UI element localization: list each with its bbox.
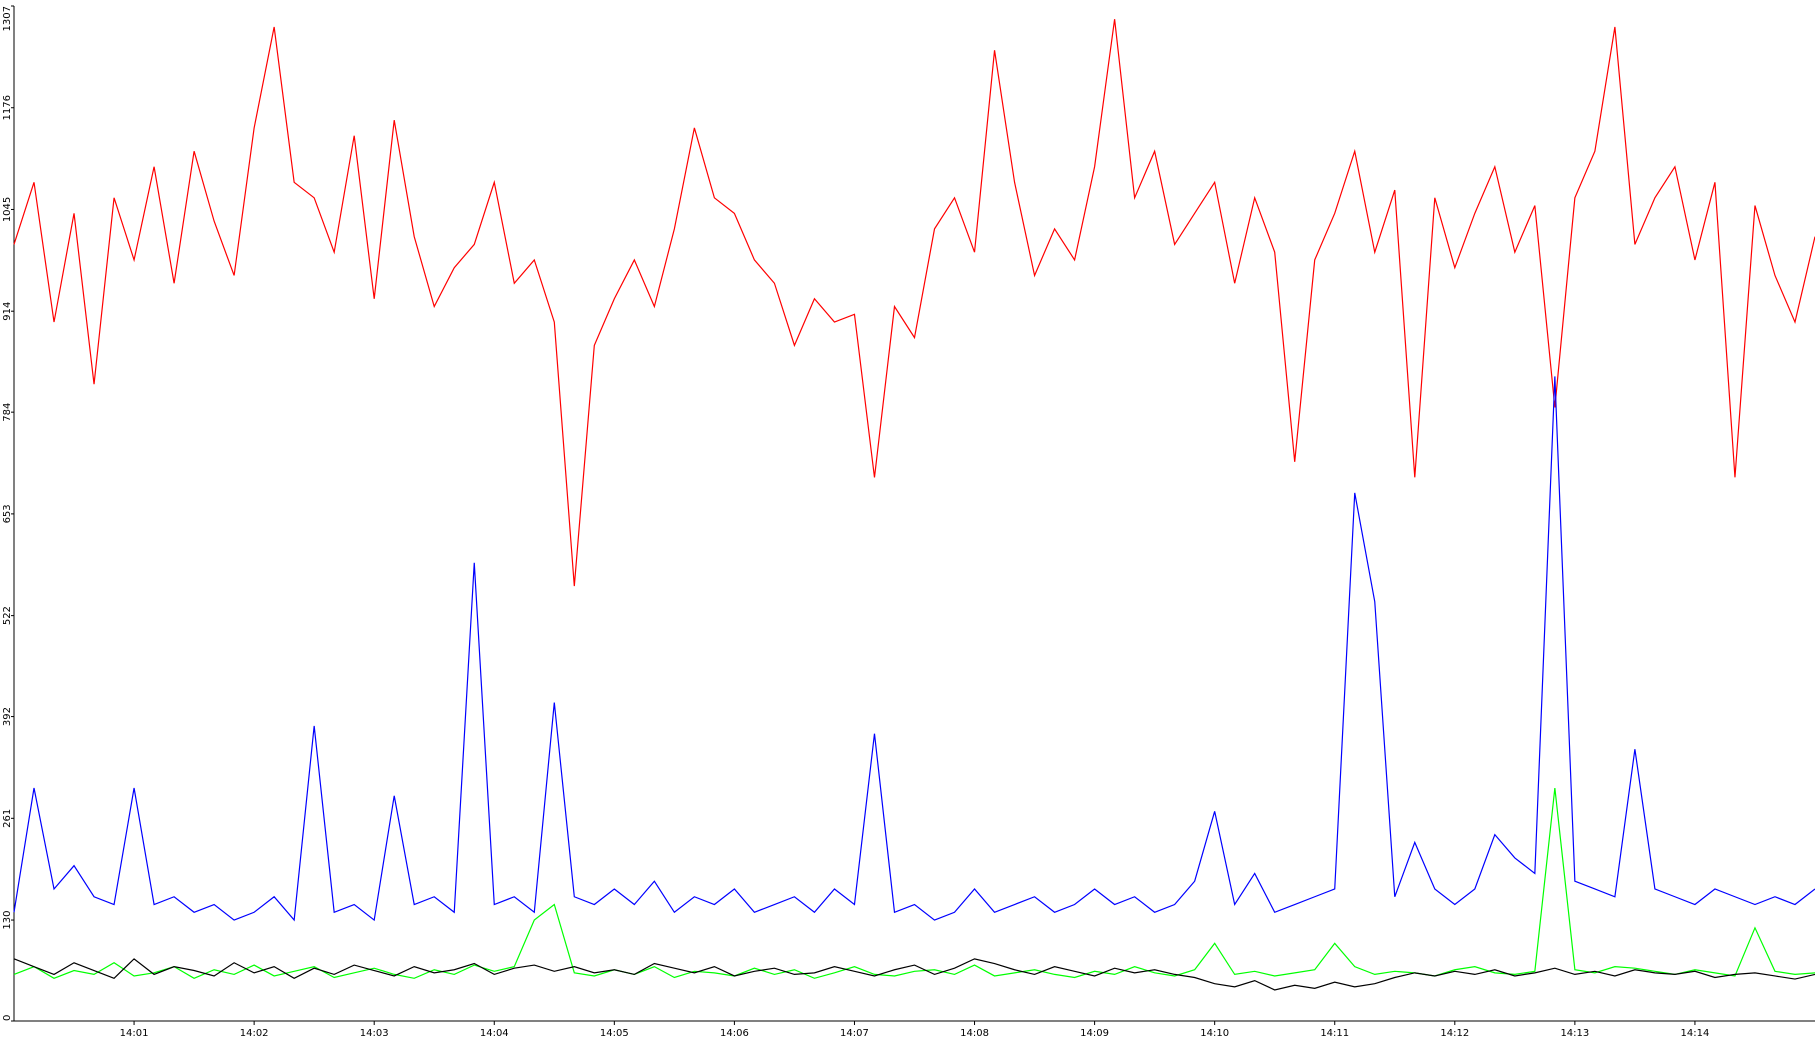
x-tick-label: 14:09 [1080, 1028, 1109, 1039]
x-tick-label: 14:07 [840, 1028, 869, 1039]
y-tick-label: 261 [2, 809, 13, 828]
y-tick-label: 784 [2, 403, 13, 422]
y-tick-label: 392 [2, 707, 13, 726]
x-tick-label: 14:04 [480, 1028, 509, 1039]
x-tick-label: 14:05 [600, 1028, 629, 1039]
x-tick-label: 14:12 [1440, 1028, 1469, 1039]
y-tick-label: 130 [2, 910, 13, 929]
series-line [13, 19, 1815, 587]
y-tick-label: 1176 [2, 95, 13, 120]
series-line [13, 376, 1815, 922]
y-tick-label: 522 [2, 606, 13, 625]
y-tick-label: 1307 [2, 6, 13, 31]
y-tick-label: 1045 [2, 197, 13, 222]
series-line [13, 787, 1815, 979]
x-tick-label: 14:02 [240, 1028, 269, 1039]
x-tick-label: 14:06 [720, 1028, 749, 1039]
y-tick-label: 914 [2, 302, 13, 321]
series-line [13, 958, 1815, 991]
y-tick-label: 653 [2, 504, 13, 523]
x-tick-label: 14:01 [120, 1028, 149, 1039]
x-tick-label: 14:14 [1681, 1028, 1710, 1039]
x-tick-label: 14:03 [360, 1028, 389, 1039]
x-tick-label: 14:13 [1560, 1028, 1589, 1039]
x-tick-label: 14:08 [960, 1028, 989, 1039]
x-tick-label: 14:10 [1200, 1028, 1229, 1039]
y-tick-label: 0 [2, 1015, 13, 1021]
x-tick-label: 14:11 [1320, 1028, 1349, 1039]
